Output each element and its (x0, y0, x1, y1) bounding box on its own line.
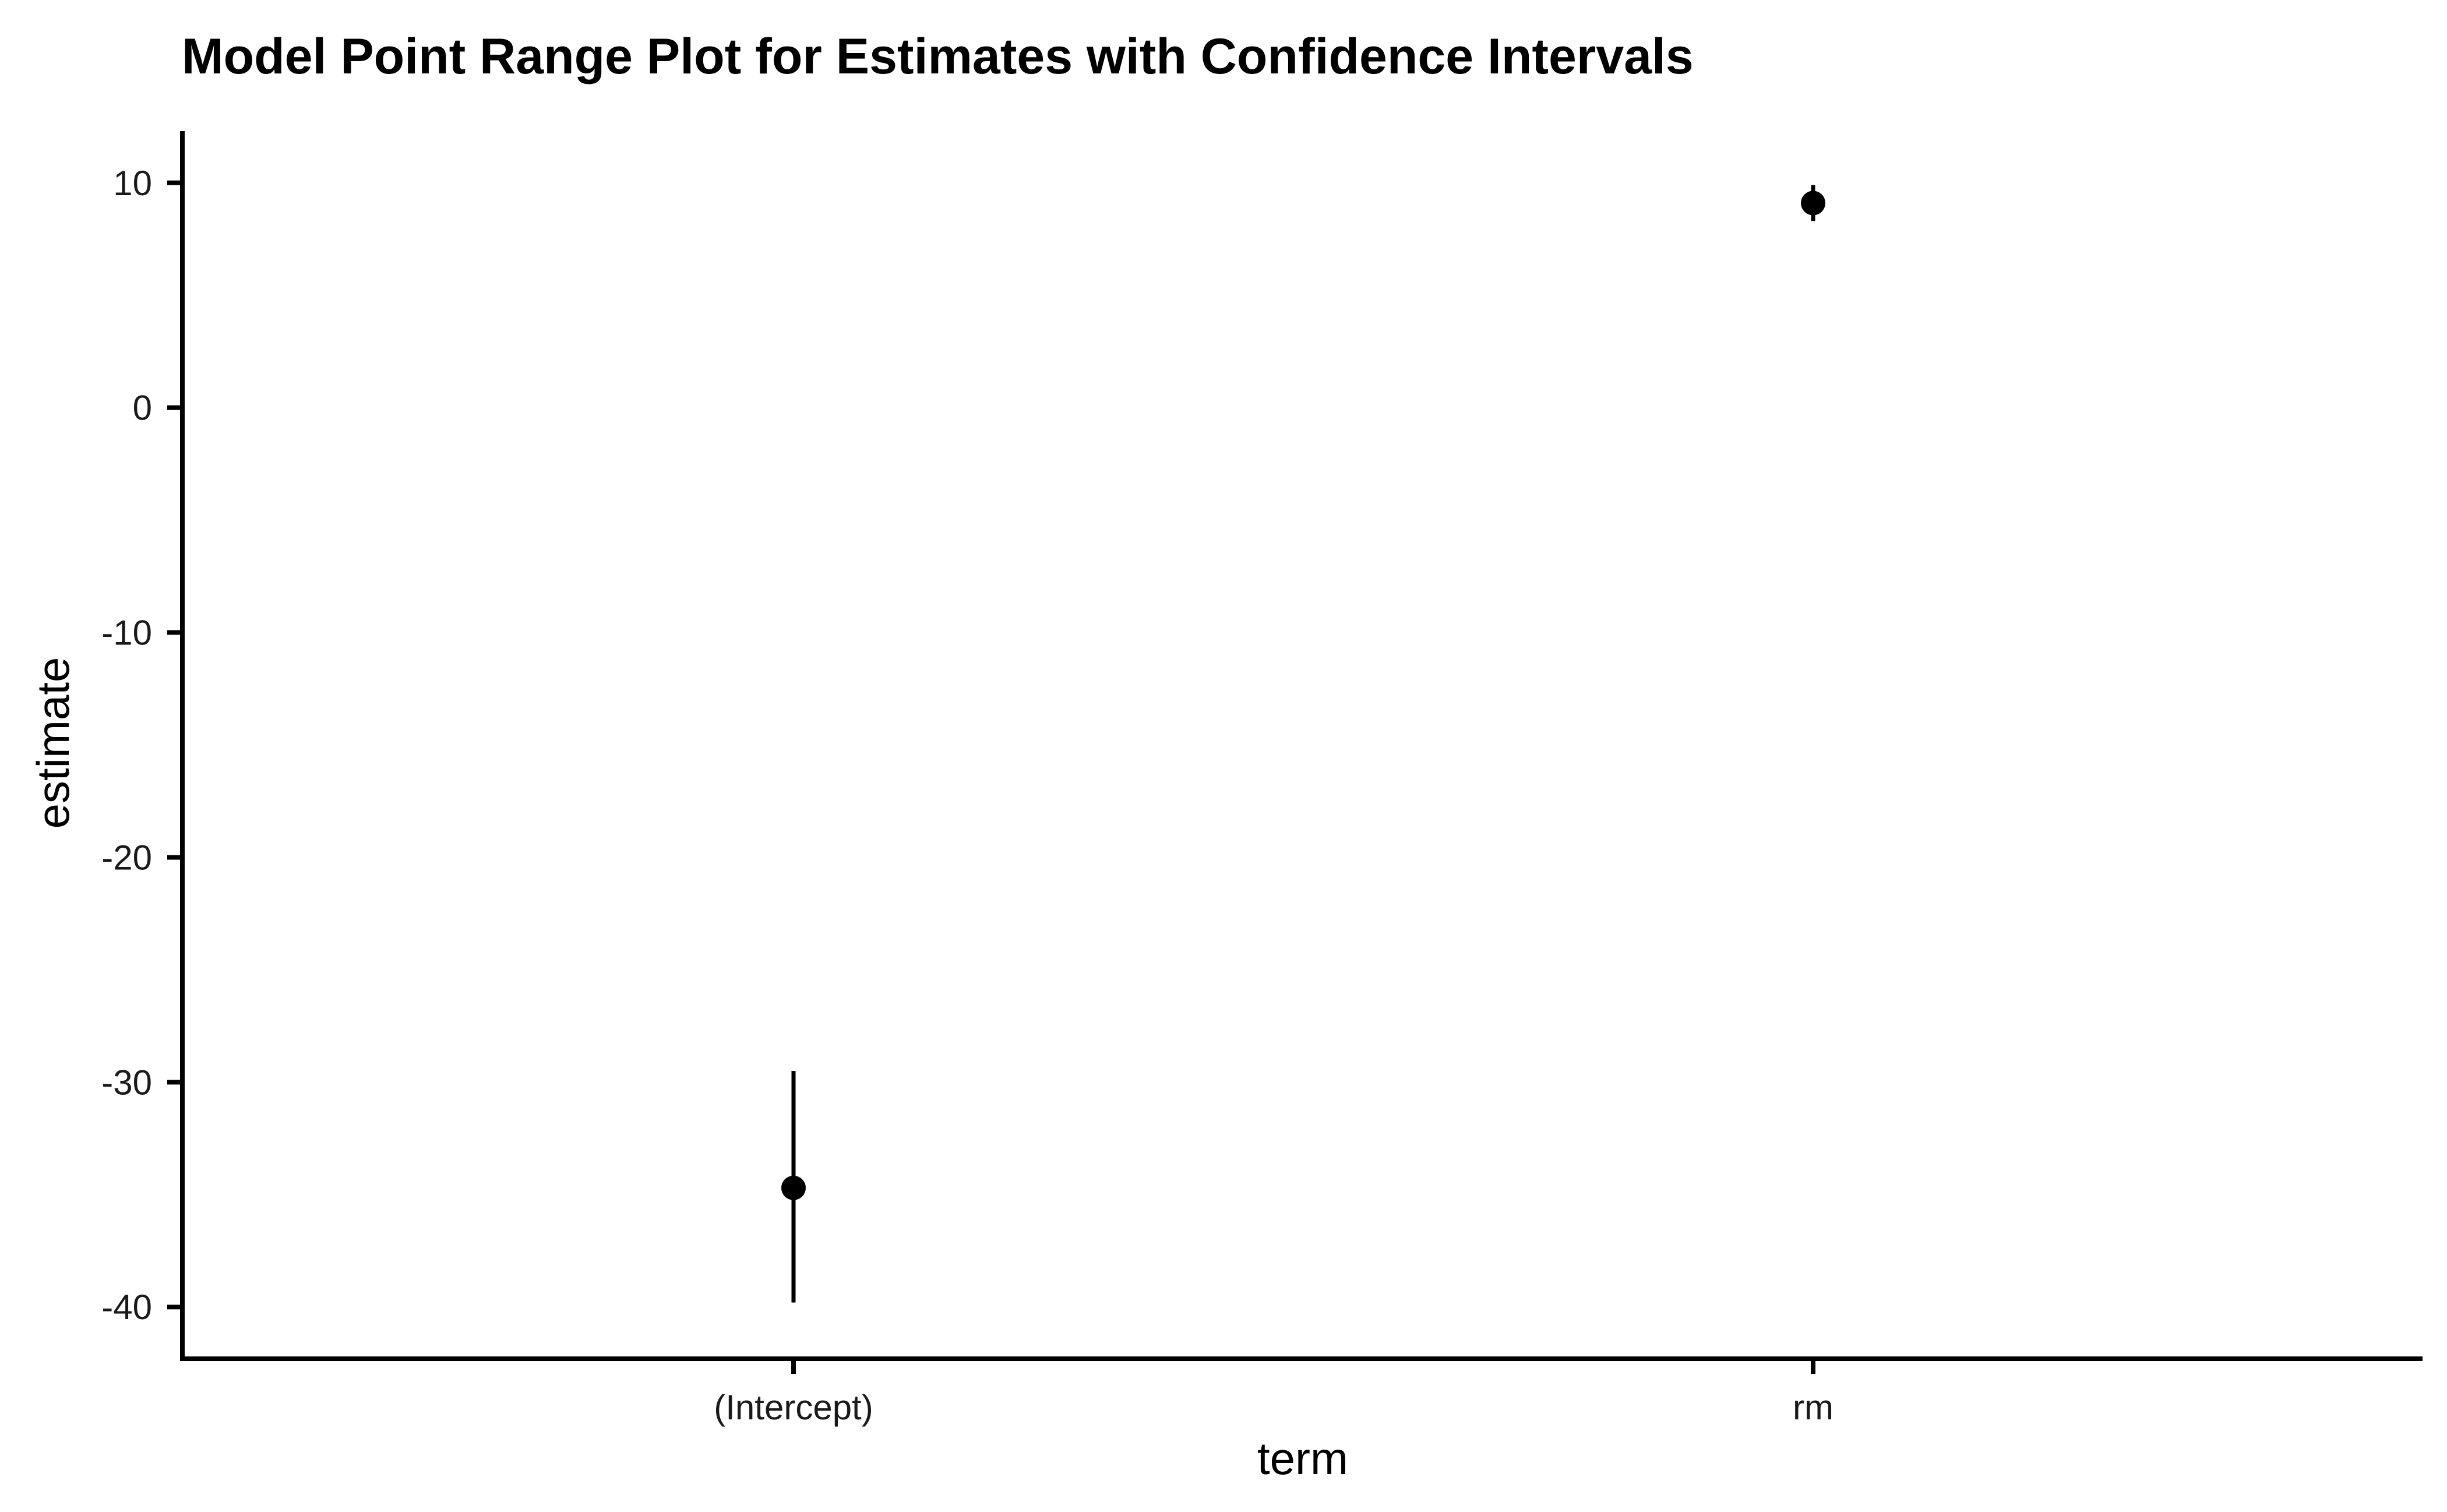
axis-ticks: 10 0 -10 -20 -30 -40 (Intercept) rm (101, 164, 1834, 1427)
y-tick-label: 0 (133, 389, 152, 428)
y-tick-label: 10 (113, 164, 152, 203)
y-axis-label: estimate (27, 657, 79, 829)
y-tick-label: -20 (101, 838, 152, 877)
y-tick-label: -30 (101, 1063, 152, 1102)
chart-title: Model Point Range Plot for Estimates wit… (182, 29, 1694, 84)
x-axis-label: term (1257, 1433, 1348, 1484)
point-range-marks (781, 185, 1825, 1303)
y-tick-label: -10 (101, 614, 152, 653)
estimate-point-2 (1801, 191, 1825, 216)
y-tick-label: -40 (101, 1288, 152, 1327)
estimate-point-1 (781, 1175, 806, 1200)
x-tick-label: (Intercept) (714, 1388, 873, 1427)
x-tick-label: rm (1793, 1388, 1834, 1427)
